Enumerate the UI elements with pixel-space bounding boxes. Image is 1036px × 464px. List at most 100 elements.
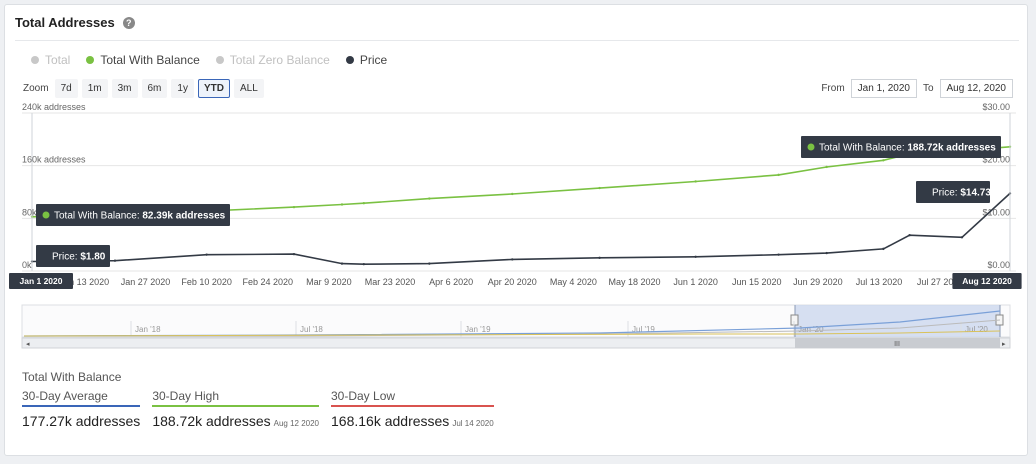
date-range: From Jan 1, 2020 To Aug 12, 2020	[821, 79, 1013, 98]
tooltip-text: Price: $1.80	[52, 252, 106, 263]
tooltip-label: Total With Balance:	[819, 143, 907, 154]
legend-item-1[interactable]: Total With Balance	[86, 53, 200, 67]
scrollbar-track	[21, 337, 1011, 349]
data-point	[777, 173, 780, 177]
x-tick-label: Jan 13 2020	[60, 277, 110, 287]
tooltip-bg	[36, 245, 110, 267]
legend-dot-icon	[31, 56, 39, 64]
data-point	[511, 192, 514, 196]
stats-title: Total With Balance	[22, 370, 122, 384]
header-divider	[15, 40, 1019, 41]
x-tick-label: Jul 13 2020	[856, 277, 903, 287]
data-point	[292, 252, 296, 256]
legend: Total Total With Balance Total Zero Balanc…	[31, 53, 387, 67]
zoom-button-3m[interactable]: 3m	[111, 79, 138, 98]
tooltip-value: 188.72k addresses	[907, 143, 996, 154]
data-point	[428, 197, 431, 200]
stat-label: 30-Day Average	[22, 389, 141, 407]
stat-value-text: 188.72k addresses	[152, 413, 271, 429]
zoom-label: Zoom	[23, 83, 49, 94]
x-tick-label: Apr 6 2020	[429, 277, 473, 287]
navigator-tick-label: Jan '18	[135, 325, 161, 334]
scroll-left-arrow-icon[interactable]: ◂	[26, 341, 30, 348]
stat-column: 30-Day Average 177.27k addresses	[22, 389, 141, 429]
from-label: From	[821, 83, 845, 94]
y-right-tick-label: $0.00	[987, 260, 1010, 270]
y-right-tick-label: $20.00	[982, 155, 1010, 165]
data-point	[598, 186, 601, 190]
data-point	[694, 255, 697, 258]
tooltip-value: 82.39k addresses	[142, 211, 225, 222]
data-point	[825, 165, 828, 169]
tooltip-bg	[801, 136, 1001, 158]
x-end-date-badge: Aug 12 2020	[962, 276, 1012, 286]
x-tick-label: Jun 29 2020	[793, 277, 843, 287]
legend-label: Total Zero Balance	[229, 53, 330, 67]
tooltip: Total With Balance: 188.72k addresses	[801, 136, 1001, 158]
x-tick-label: Feb 10 2020	[181, 277, 232, 287]
navigator-tick-label: Jul '18	[300, 325, 323, 334]
from-date-input[interactable]: Jan 1, 2020	[850, 79, 917, 98]
legend-dot-icon	[86, 56, 95, 64]
tooltip-text: Price: $14.73	[932, 188, 991, 199]
data-point	[960, 236, 964, 239]
zoom-button-1m[interactable]: 1m	[81, 79, 108, 98]
x-tick-label: Jun 15 2020	[732, 277, 782, 287]
stat-date: Jul 14 2020	[452, 419, 494, 428]
navigator-tick-label: Jul '20	[965, 325, 988, 334]
tooltip: Price: $1.80	[36, 245, 110, 267]
data-point	[362, 201, 366, 205]
stat-column: 30-Day Low 168.16k addresses Jul 14 2020	[331, 389, 494, 429]
tooltip-bg	[36, 204, 230, 226]
y-left-tick-label: 0k	[22, 260, 32, 270]
legend-item-2[interactable]: Total Zero Balance	[215, 53, 330, 67]
x-tick-label: May 18 2020	[608, 277, 660, 287]
zoom-button-1y[interactable]: 1y	[171, 79, 194, 98]
data-point	[340, 203, 344, 206]
navigator-series-price	[23, 330, 1001, 337]
data-point	[882, 159, 885, 162]
x-end-date-badge-bg	[952, 273, 1022, 289]
tooltip: Price: $14.73	[916, 181, 991, 203]
tooltip-label: Total With Balance:	[54, 211, 142, 222]
data-point	[908, 233, 911, 237]
zoom-button-6m[interactable]: 6m	[141, 79, 168, 98]
x-tick-label: Jan 27 2020	[121, 277, 171, 287]
data-point	[777, 253, 780, 256]
stat-value-text: 177.27k addresses	[22, 413, 141, 429]
stat-label: 30-Day High	[152, 389, 319, 407]
tooltip-value: $1.80	[80, 252, 105, 263]
stat-value: 168.16k addresses Jul 14 2020	[331, 413, 494, 429]
tooltip-value: $14.73	[960, 188, 991, 199]
legend-item-0[interactable]: Total	[31, 53, 70, 67]
question-circle-icon[interactable]: ?	[122, 16, 135, 29]
to-date-input[interactable]: Aug 12, 2020	[939, 79, 1013, 98]
data-point	[694, 180, 697, 183]
x-tick-label: May 4 2020	[550, 277, 597, 287]
header: Total Addresses ?	[15, 15, 135, 30]
legend-label: Total With Balance	[100, 53, 200, 67]
data-point	[113, 259, 117, 262]
stat-label: 30-Day Low	[331, 389, 494, 407]
legend-dot-icon	[345, 56, 354, 64]
x-tick-label: Mar 23 2020	[365, 277, 416, 287]
tooltip-text: Total With Balance: 188.72k addresses	[819, 143, 996, 154]
zoom-button-ytd[interactable]: YTD	[197, 79, 230, 98]
data-point	[205, 253, 208, 256]
zoom-button-7d[interactable]: 7d	[54, 79, 78, 98]
y-left-tick-label: 160k addresses	[22, 155, 86, 165]
data-point	[598, 256, 601, 260]
x-tick-label: Apr 20 2020	[488, 277, 537, 287]
x-tick-label: Mar 9 2020	[306, 277, 352, 287]
data-point	[825, 251, 828, 255]
legend-item-3[interactable]: Price	[345, 53, 387, 67]
zoom-button-all[interactable]: ALL	[233, 79, 264, 98]
data-point	[428, 262, 431, 265]
data-point	[882, 247, 885, 251]
scroll-right-arrow-icon[interactable]: ▸	[1002, 341, 1006, 348]
navigator-series-zero	[24, 319, 1001, 337]
scrollbar-grip-icon: III	[894, 341, 900, 348]
x-tick-label: Jul 27 2020	[917, 277, 964, 287]
tooltip-text: Total With Balance: 82.39k addresses	[54, 211, 226, 222]
stat-value: 188.72k addresses Aug 12 2020	[152, 413, 319, 429]
